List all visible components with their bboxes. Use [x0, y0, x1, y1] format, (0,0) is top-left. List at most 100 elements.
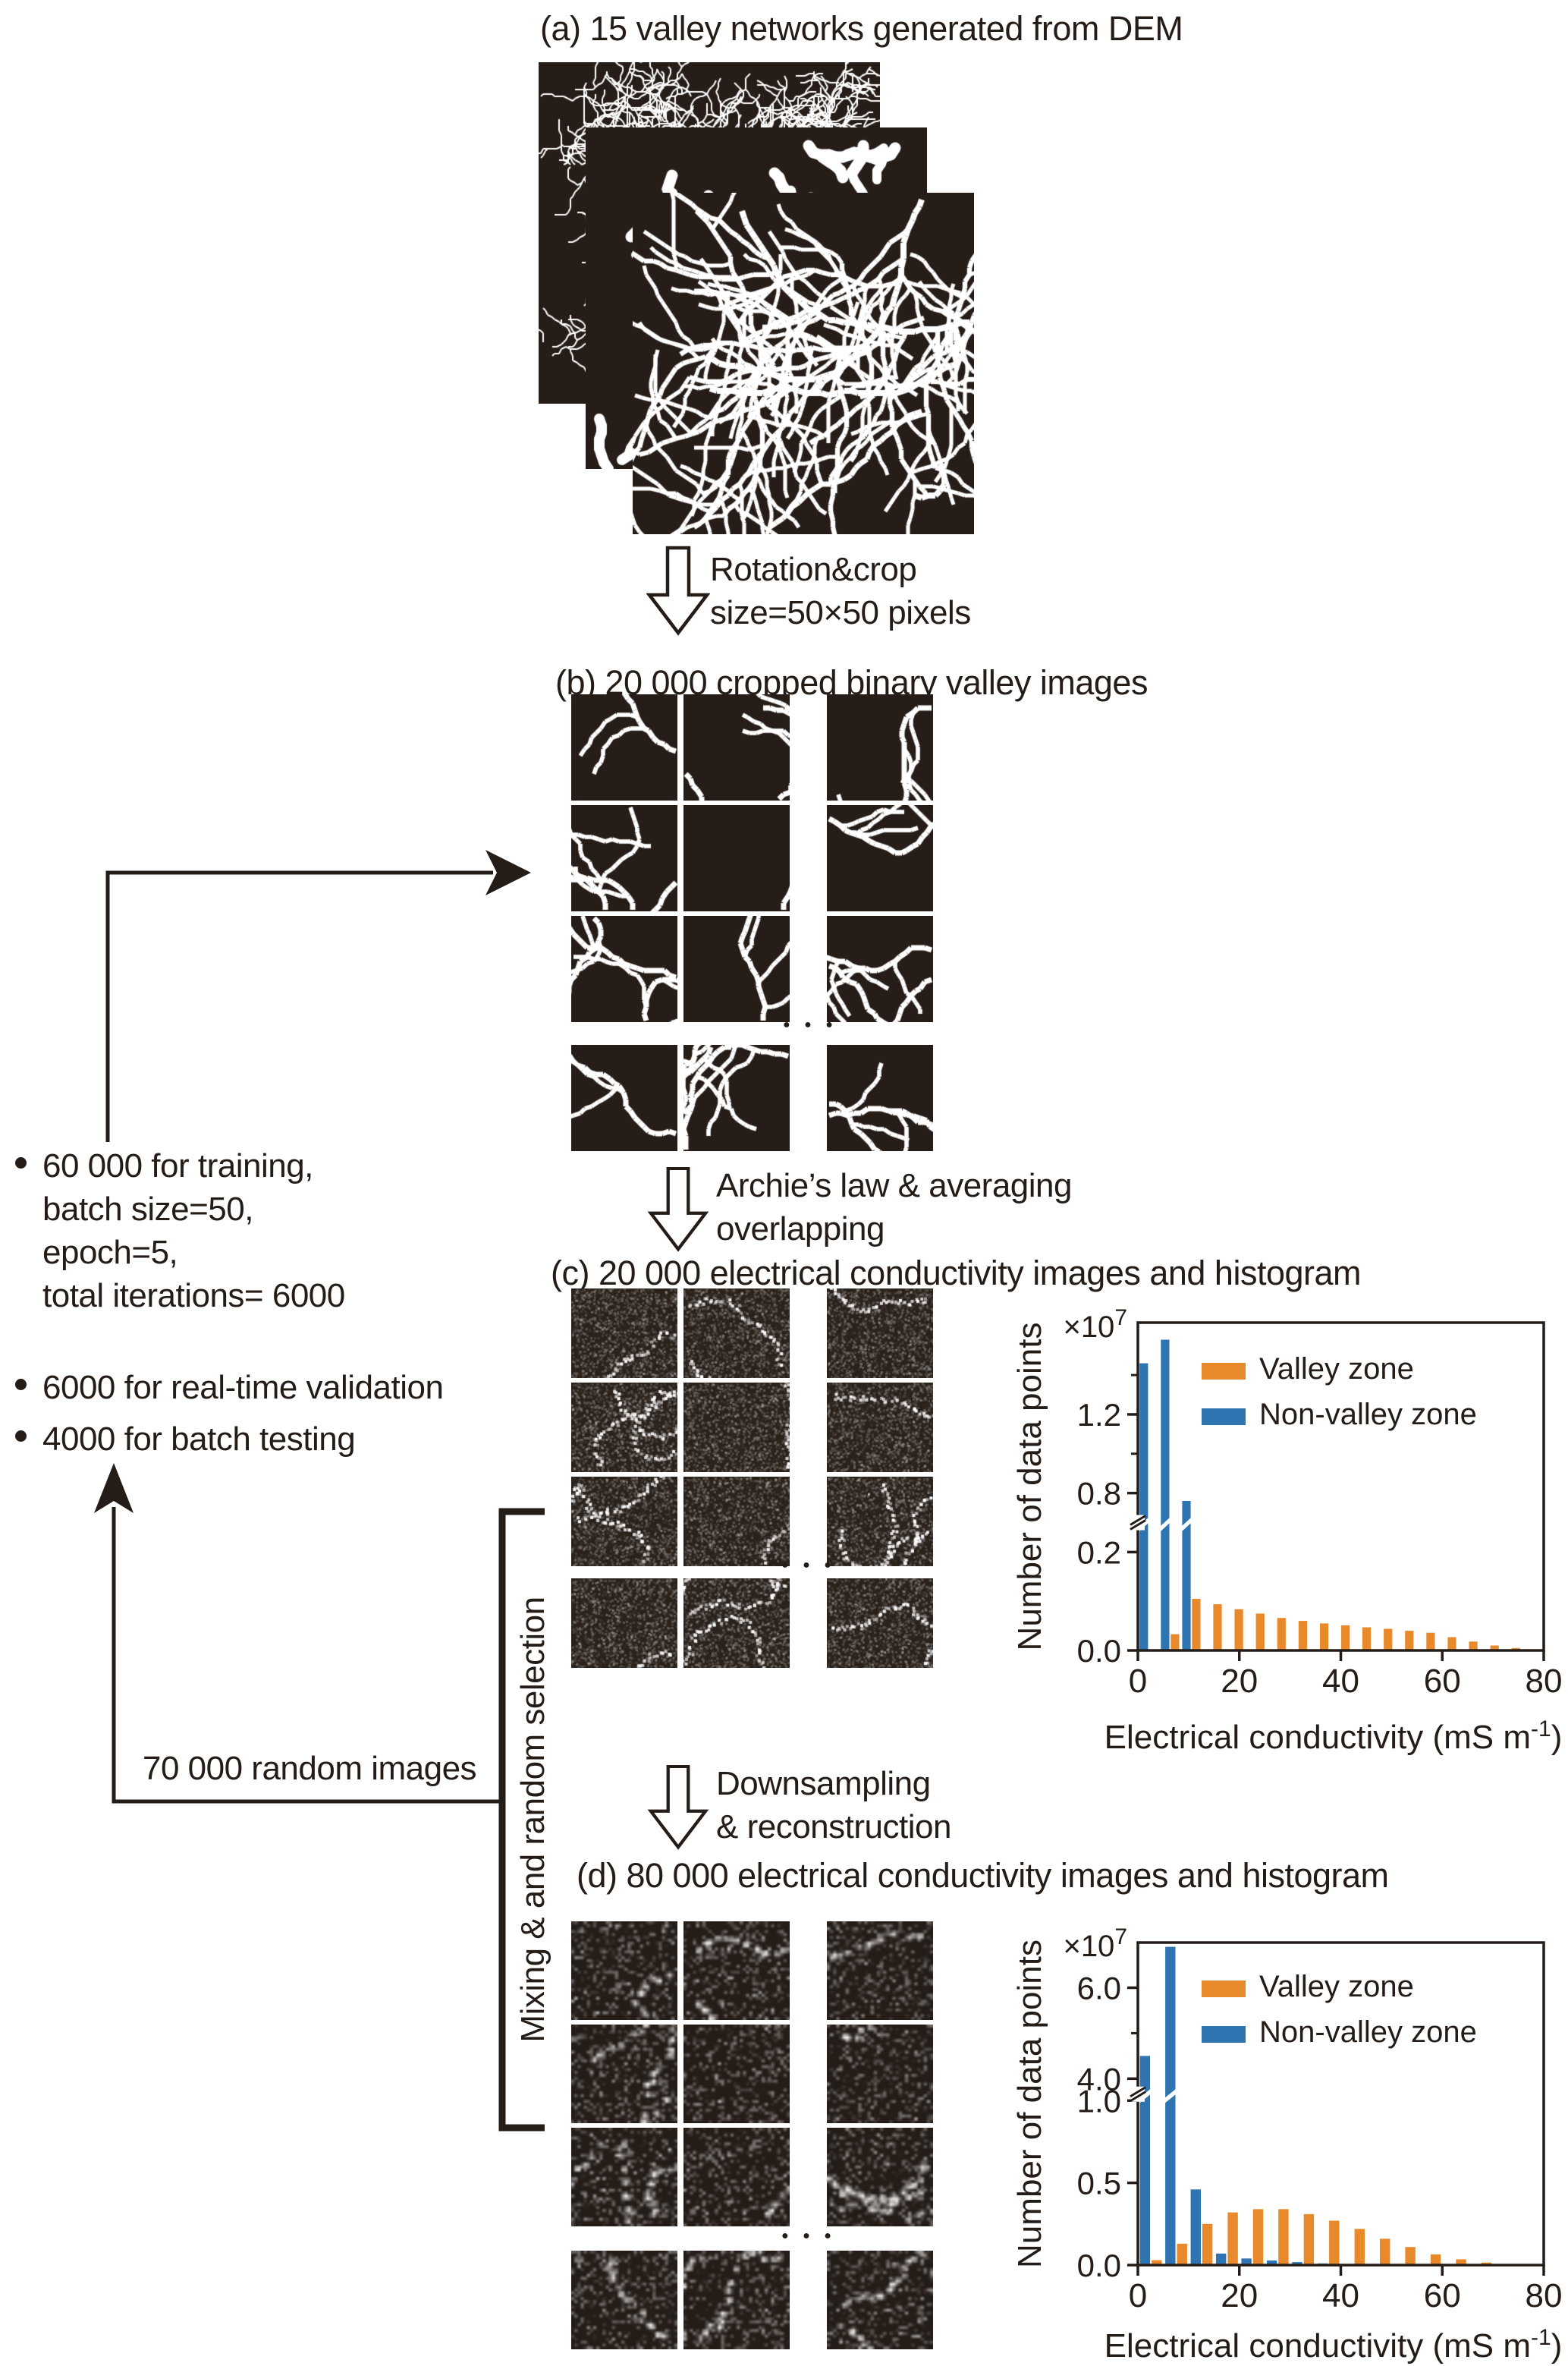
- valley-image-tile: [571, 1921, 677, 2020]
- bullet-line: epoch=5,: [42, 1234, 178, 1271]
- valley-image-tile: [827, 2025, 933, 2123]
- valley-image-tile: [683, 1578, 790, 1668]
- y-tick-label: 1.2: [1077, 1397, 1121, 1433]
- valley-bar: [1447, 1637, 1456, 1650]
- y-axis-label: Number of data points: [1015, 1323, 1048, 1651]
- valley-image-tile: [827, 916, 933, 1022]
- axis-break-icon: [1130, 1519, 1146, 1531]
- valley-bar: [1456, 2259, 1466, 2265]
- valley-bar: [1384, 1628, 1393, 1650]
- ellipsis-b: ● ● ●: [783, 1018, 838, 1031]
- mixing-bracket: [498, 1508, 545, 2132]
- training-bullet: 60 000 for training, batch size=50, epoc…: [15, 1144, 345, 1317]
- valley-image-tile: [683, 694, 790, 801]
- valley-bar: [1426, 1632, 1435, 1650]
- valley-bar: [1405, 2247, 1416, 2265]
- bullet-line: 60 000 for training,: [42, 1147, 313, 1185]
- random-images-label: 70 000 random images: [143, 1750, 477, 1787]
- validation-bullet: 6000 for real-time validation: [15, 1366, 444, 1409]
- up-arrow-icon: [94, 1463, 134, 1513]
- histogram-d: 0.0 0.5 1.04.0 6.0 0 20 40 60 80 ×107 Valley zone N…: [1015, 1924, 1563, 2364]
- valley-image-tile: [683, 1045, 790, 1151]
- x-tick-label: 0: [1129, 1663, 1147, 1700]
- valley-bar: [1354, 2229, 1365, 2265]
- down-arrow-icon: [647, 1765, 709, 1850]
- valley-image-tile: [683, 1477, 790, 1566]
- x-tick-label: 20: [1221, 2277, 1258, 2314]
- valley-bar: [1213, 1604, 1222, 1650]
- nonvalley-bar: [1292, 2262, 1302, 2265]
- axis-break-gap: [1164, 2088, 1177, 2104]
- x-tick-label: 0: [1129, 2277, 1147, 2314]
- x-axis-label: Electrical conductivity (mS m-1): [1105, 1716, 1563, 1756]
- axis-break-gap: [1159, 1516, 1171, 1533]
- x-tick-label: 40: [1322, 1663, 1359, 1700]
- downsampling-line1: Downsampling: [716, 1765, 931, 1802]
- valley-bar: [1469, 1641, 1478, 1650]
- y-scale-label: ×107: [1063, 1924, 1127, 1963]
- valley-bar: [1171, 1634, 1180, 1650]
- valley-image-tile: [683, 1288, 790, 1378]
- nonvalley-bar: [1190, 2189, 1201, 2265]
- panel-c-title: (c) 20 000 electrical conductivity image…: [551, 1254, 1362, 1292]
- ellipsis-c: ● ● ●: [781, 1559, 837, 1572]
- legend-label: Valley zone: [1259, 1970, 1414, 2003]
- valley-image-tile: [571, 2251, 677, 2349]
- y-tick-label: 0.8: [1077, 1476, 1121, 1512]
- histogram-c: 0.0 0.2 0.8 1.2 0 20 40 60 80 ×107 Valley zone Non-…: [1015, 1305, 1563, 1756]
- valley-bar: [1202, 2223, 1213, 2265]
- archie-line2: overlapping: [716, 1210, 885, 1247]
- valley-bar: [1490, 1645, 1499, 1650]
- x-tick-label: 40: [1322, 2277, 1359, 2314]
- legend-swatch: [1202, 1408, 1246, 1425]
- valley-image-tile: [827, 2128, 933, 2226]
- legend-swatch: [1202, 1363, 1246, 1380]
- valley-bar: [1277, 1618, 1286, 1650]
- nonvalley-bar: [1139, 1363, 1149, 1650]
- valley-network-image: [633, 193, 974, 534]
- y-tick-label: 6.0: [1077, 1971, 1121, 2006]
- x-tick-label: 60: [1424, 1663, 1461, 1700]
- bullet-icon: [15, 1379, 27, 1390]
- x-tick-label: 80: [1526, 2277, 1563, 2314]
- bullet-icon: [15, 1430, 27, 1442]
- panel-a-title: (a) 15 valley networks generated from DE…: [540, 9, 1183, 48]
- axis-break-icon: [1130, 1515, 1146, 1526]
- y-tick-label: 0.5: [1077, 2166, 1121, 2201]
- valley-bar: [1430, 2254, 1441, 2265]
- valley-image-tile: [571, 1383, 677, 1472]
- valley-bar: [1177, 2243, 1187, 2265]
- valley-image-tile: [571, 1045, 677, 1151]
- x-tick-label: 80: [1526, 1663, 1563, 1700]
- nonvalley-bar: [1216, 2253, 1227, 2265]
- valley-image-tile: [683, 916, 790, 1022]
- valley-bar: [1362, 1627, 1372, 1650]
- nonvalley-bar: [1182, 1501, 1191, 1650]
- y-scale-label: ×107: [1063, 1305, 1127, 1344]
- down-arrow-icon: [647, 1167, 709, 1252]
- valley-image-tile: [571, 2128, 677, 2226]
- axis-break-icon: [1130, 2086, 1146, 2098]
- bullet-line: total iterations= 6000: [42, 1277, 345, 1314]
- valley-image-tile: [827, 2251, 933, 2349]
- legend-label: Non-valley zone: [1259, 1398, 1477, 1431]
- bullet-line: 4000 for batch testing: [42, 1421, 356, 1458]
- rotation-crop-line1: Rotation&crop: [710, 551, 917, 588]
- ellipsis-d: ● ● ●: [781, 2229, 837, 2242]
- valley-image-tile: [683, 2128, 790, 2226]
- valley-bar: [1278, 2209, 1289, 2265]
- valley-image-tile: [683, 805, 790, 911]
- valley-bar: [1252, 2209, 1264, 2265]
- rotation-crop-line2: size=50×50 pixels: [710, 594, 971, 631]
- valley-image-tile: [571, 805, 677, 911]
- testing-bullet: 4000 for batch testing: [15, 1417, 356, 1461]
- rotation-crop-label: Rotation&crop size=50×50 pixels: [710, 548, 971, 634]
- valley-image-tile: [827, 1921, 933, 2020]
- feedback-to-b-connector: [105, 870, 493, 1142]
- legend-label: Non-valley zone: [1259, 2015, 1477, 2049]
- axis-break-icon: [1130, 2091, 1146, 2103]
- valley-image-tile: [827, 1477, 933, 1566]
- bullet-icon: [15, 1157, 27, 1169]
